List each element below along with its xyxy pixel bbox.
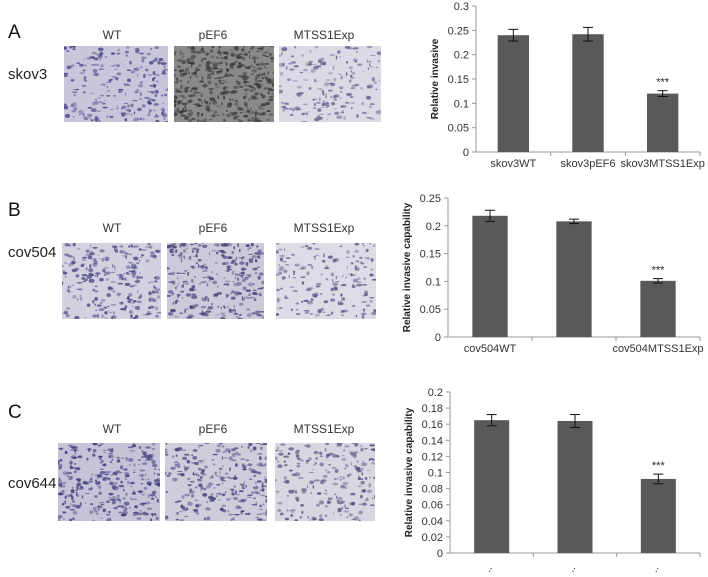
y-tick-label: 0 [437, 548, 443, 560]
micrograph-b-pef6 [167, 243, 264, 319]
micrograph-b-wt [62, 243, 161, 319]
y-tick-label: 0.15 [448, 74, 469, 86]
cell-line-label-c: cov644 [8, 475, 57, 492]
micrograph-c-mtss1exp [275, 443, 375, 521]
x-tick-label: skov3pEF6 [560, 158, 615, 170]
panel-letter-b: B [8, 200, 21, 221]
image-label-b-mtss1exp: MTSS1Exp [293, 221, 355, 235]
image-label-c-mtss1exp: MTSS1Exp [293, 422, 355, 436]
bar [557, 420, 593, 553]
y-tick-label: 0.2 [426, 221, 441, 233]
y-tick-label: 0.1 [428, 468, 443, 480]
micrograph-c-wt [58, 443, 160, 521]
image-label-b-wt: WT [102, 221, 122, 235]
image-label-c-pef6: pEF6 [198, 422, 228, 436]
y-tick-label: 0.1 [426, 276, 441, 288]
bar [556, 221, 592, 337]
micrograph-b-mtss1exp [276, 243, 376, 319]
significance-annotation: *** [652, 265, 666, 277]
y-tick-label: 0.25 [448, 25, 469, 37]
y-tick-label: 0.08 [422, 484, 443, 496]
image-label-a-mtss1exp: MTSS1Exp [293, 28, 355, 42]
micrograph-a-mtss1exp [279, 46, 381, 122]
y-tick-label: 0.05 [420, 304, 441, 316]
y-tick-label: 0.05 [448, 123, 469, 135]
bar [640, 280, 676, 337]
cell-line-label-a: skov3 [8, 66, 48, 83]
bar [572, 34, 604, 152]
y-tick-label: 0.16 [422, 419, 443, 431]
bar [497, 35, 530, 153]
y-tick-label: 0.15 [420, 249, 441, 261]
y-tick-label: 0 [463, 147, 469, 159]
y-tick-label: 0.3 [454, 1, 469, 13]
image-label-c-wt: WT [102, 422, 122, 436]
bar [472, 215, 508, 337]
x-tick-label: cov504WT [464, 343, 517, 355]
micrograph-a-wt [64, 46, 168, 122]
y-tick-label: 0.25 [420, 193, 441, 205]
y-axis-label: Relative invasive capability [402, 202, 413, 332]
x-tick-label: skov3MTSS1Exp [620, 158, 704, 170]
bar [646, 93, 679, 152]
bar [640, 478, 676, 553]
bar [474, 420, 510, 553]
y-tick-label: 0.04 [422, 516, 443, 528]
panel-letter-a: A [8, 22, 21, 43]
y-tick-label: 0.14 [422, 435, 443, 447]
y-tick-label: 0.2 [428, 387, 443, 399]
y-axis-label: Relative invasive [430, 38, 441, 119]
micrograph-a-pef6 [174, 46, 274, 122]
x-tick-label: skov3WT [490, 158, 536, 170]
y-tick-label: 0.2 [454, 50, 469, 62]
y-tick-label: 0.12 [422, 451, 443, 463]
image-label-b-pef6: pEF6 [198, 221, 228, 235]
x-tick-label: co... [641, 563, 662, 572]
y-tick-label: 0.18 [422, 403, 443, 415]
panel-letter-c: C [8, 402, 22, 423]
x-tick-label: co... [558, 563, 579, 572]
significance-annotation: *** [652, 460, 666, 472]
y-tick-label: 0.06 [422, 500, 443, 512]
x-tick-label: co... [474, 563, 495, 572]
x-tick-label: cov504MTSS1Exp [612, 343, 703, 355]
significance-annotation: *** [656, 77, 670, 89]
bar-chart-a: 0 0.05 0.1 0.15 0.2 0.25 0.3 Relative invasive s… [400, 0, 708, 172]
y-tick-label: 0.1 [454, 98, 469, 110]
cell-line-label-b: cov504 [8, 244, 57, 261]
y-tick-label: 0.02 [422, 532, 443, 544]
image-label-a-wt: WT [102, 28, 122, 42]
micrograph-c-pef6 [165, 443, 267, 521]
y-tick-label: 0 [435, 332, 441, 344]
y-axis-label: Relative invasive capability [404, 407, 415, 537]
image-label-a-pef6: pEF6 [198, 28, 228, 42]
bar-chart-c: 0 0.02 0.04 0.06 0.08 0.1 0.12 0.14 0.16 0.18 0.2 R… [400, 382, 708, 577]
bar-chart-b: 0 0.05 0.1 0.15 0.2 0.25 Relative invasive cap… [400, 186, 708, 362]
